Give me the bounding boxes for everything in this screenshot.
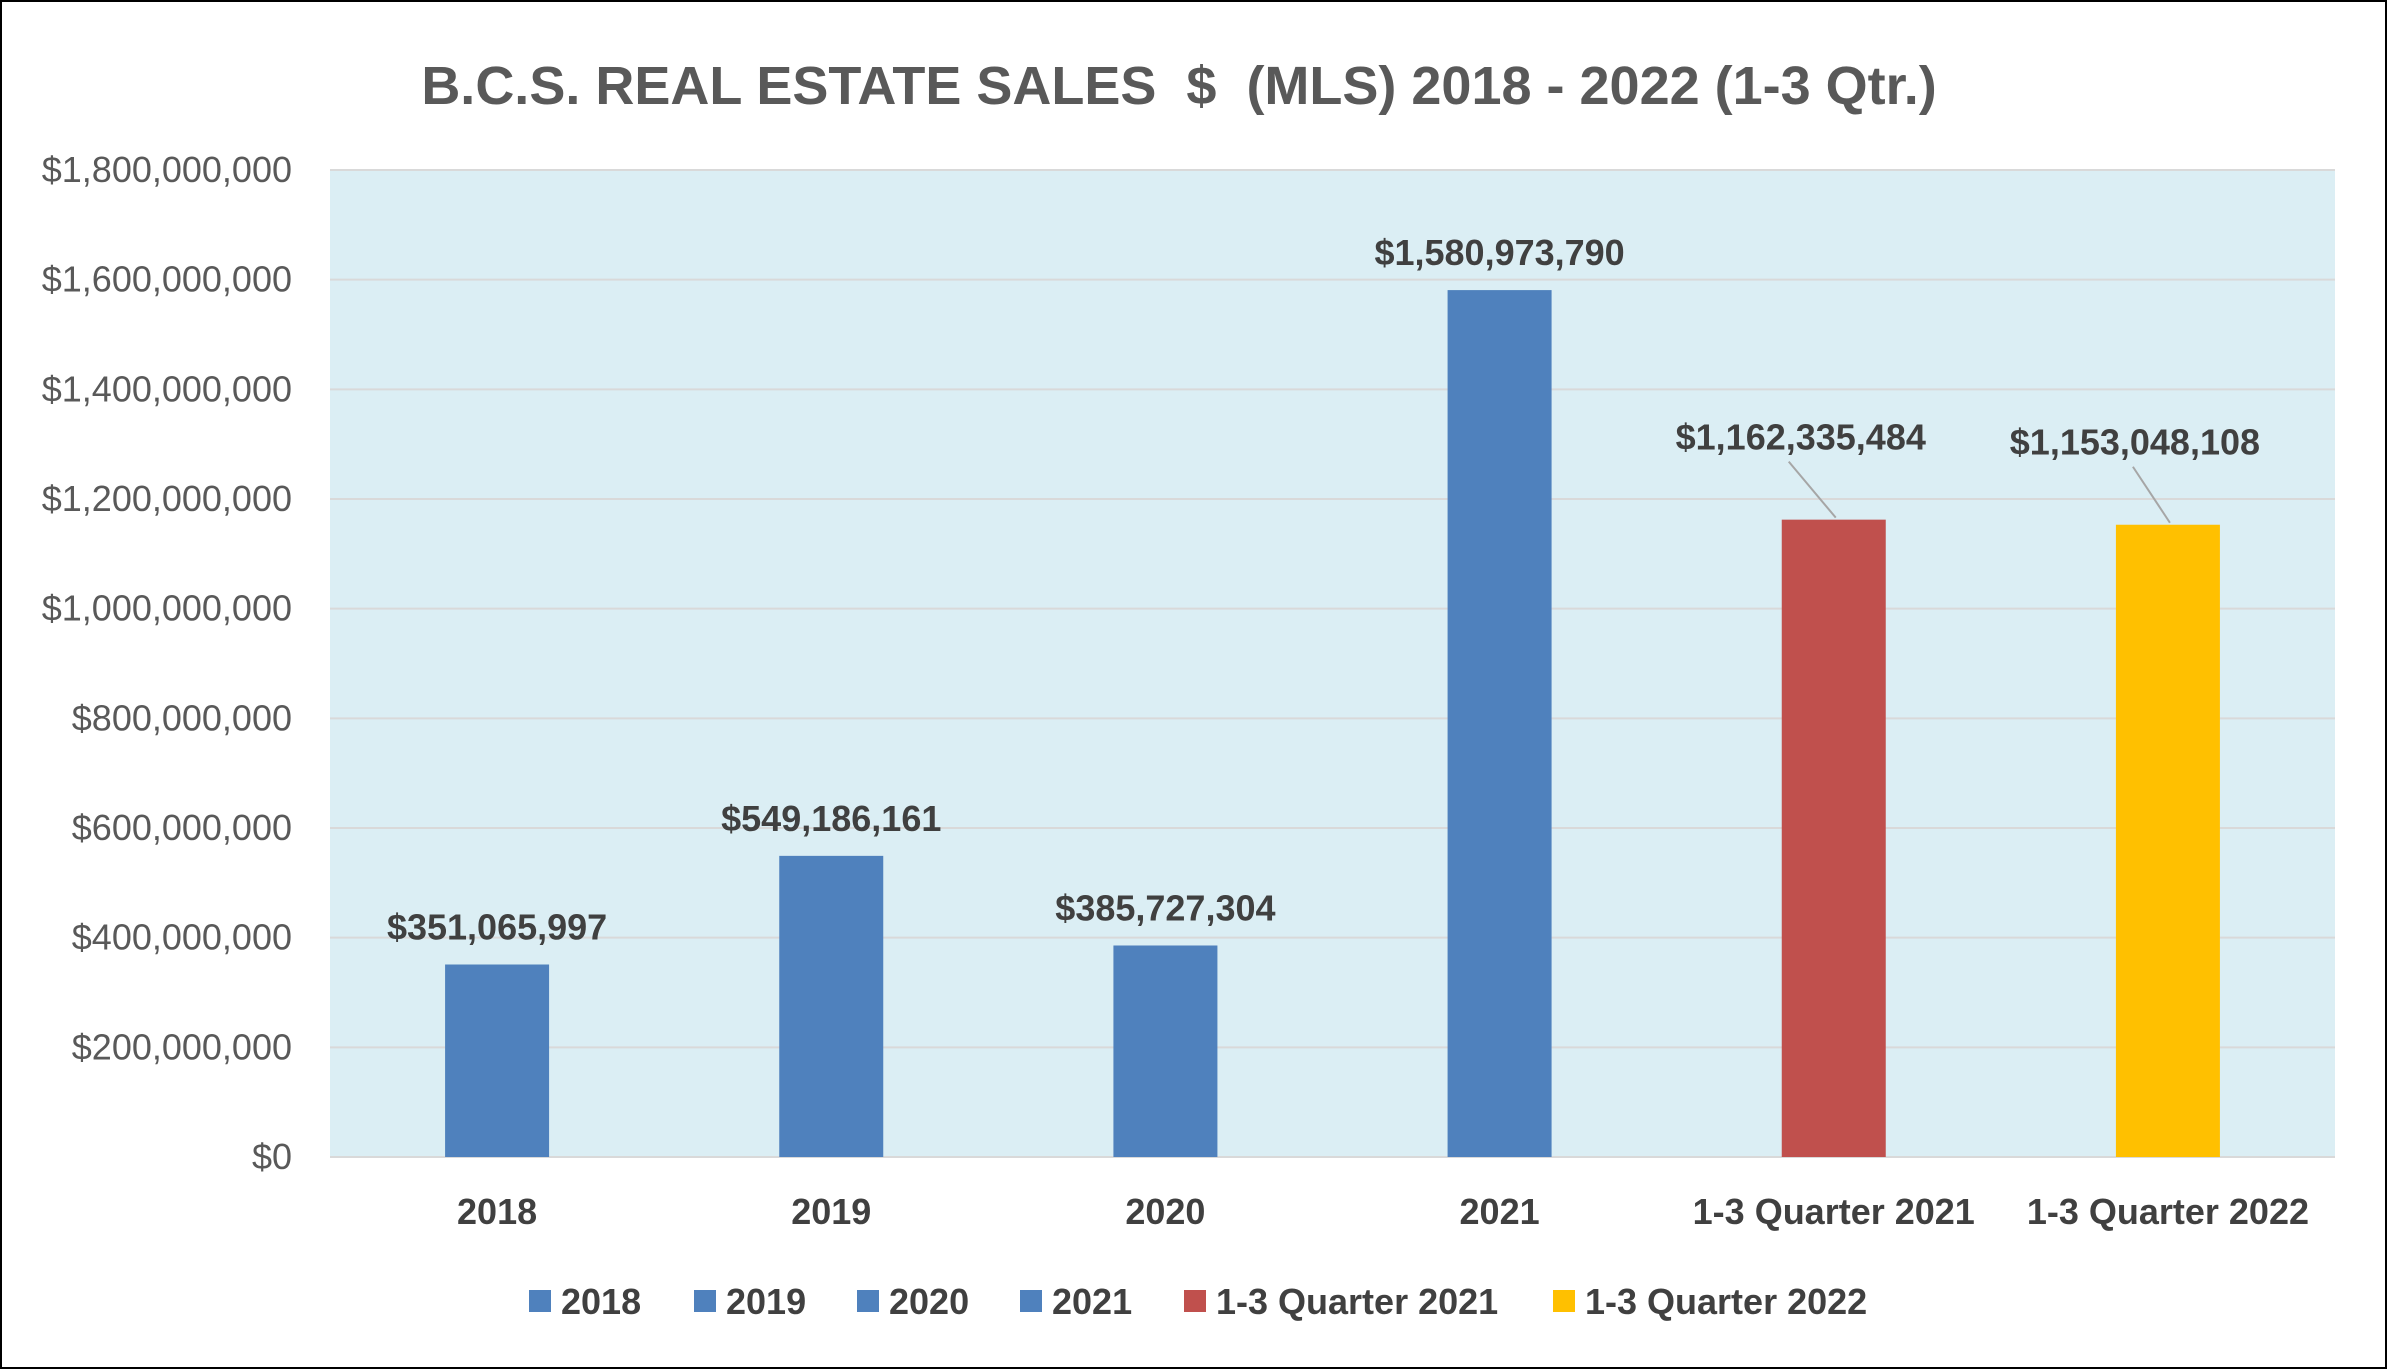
- data-label: $351,065,997: [387, 906, 607, 947]
- y-tick-label: $200,000,000: [72, 1026, 292, 1067]
- y-tick-label: $600,000,000: [72, 807, 292, 848]
- data-label: $385,727,304: [1055, 887, 1275, 928]
- y-axis-ticks: $0 $200,000,000 $400,000,000 $600,000,000 $8…: [42, 149, 292, 1177]
- bar: [1447, 290, 1552, 1157]
- legend: 2018 2019 2020 2021 1-3 Quarter 2021 1-3 Quar…: [529, 1281, 1867, 1322]
- legend-swatch: [857, 1290, 879, 1312]
- bar: [445, 964, 550, 1157]
- legend-label: 1-3 Quarter 2022: [1585, 1281, 1867, 1322]
- leader-line: [2132, 466, 2171, 524]
- bar: [2115, 524, 2220, 1157]
- x-tick-label: 2020: [1125, 1191, 1205, 1232]
- leader-line: [1787, 461, 1837, 519]
- data-label: $1,153,048,108: [2010, 422, 2260, 463]
- chart-title: B.C.S. REAL ESTATE SALES $ (MLS) 2018 - …: [421, 56, 1936, 116]
- legend-swatch: [1553, 1290, 1575, 1312]
- bars: [445, 290, 2220, 1157]
- x-tick-label: 2021: [1460, 1191, 1540, 1232]
- legend-label: 2020: [889, 1281, 969, 1322]
- bar: [1781, 519, 1886, 1157]
- data-label: $1,580,973,790: [1374, 232, 1624, 273]
- y-tick-label: $1,800,000,000: [42, 149, 292, 190]
- y-tick-label: $1,000,000,000: [42, 588, 292, 629]
- x-tick-label: 1-3 Quarter 2022: [2027, 1191, 2309, 1232]
- legend-swatch: [1184, 1290, 1206, 1312]
- y-tick-label: $800,000,000: [72, 697, 292, 738]
- legend-label: 2018: [561, 1281, 641, 1322]
- y-tick-label: $400,000,000: [72, 917, 292, 958]
- legend-swatch: [694, 1290, 716, 1312]
- data-labels: $351,065,997 $549,186,161 $385,727,304 $1,5…: [387, 232, 2260, 947]
- legend-label: 2021: [1052, 1281, 1132, 1322]
- gridlines: [330, 169, 2335, 1158]
- legend-swatch: [529, 1290, 551, 1312]
- legend-label: 2019: [726, 1281, 806, 1322]
- bar: [779, 855, 884, 1157]
- plot-area: [330, 170, 2335, 1157]
- x-axis-ticks: 2018 2019 2020 2021 1-3 Quarter 2021 1-3 Quar…: [457, 1191, 2309, 1232]
- y-tick-label: $0: [252, 1136, 292, 1177]
- x-tick-label: 2018: [457, 1191, 537, 1232]
- data-label: $1,162,335,484: [1676, 417, 1926, 458]
- legend-swatch: [1020, 1290, 1042, 1312]
- bar: [1113, 945, 1218, 1157]
- data-label: $549,186,161: [721, 798, 941, 839]
- leader-lines: [1787, 461, 2171, 524]
- legend-label: 1-3 Quarter 2021: [1216, 1281, 1498, 1322]
- x-tick-label: 2019: [791, 1191, 871, 1232]
- y-tick-label: $1,200,000,000: [42, 478, 292, 519]
- x-tick-label: 1-3 Quarter 2021: [1693, 1191, 1975, 1232]
- y-tick-label: $1,600,000,000: [42, 259, 292, 300]
- y-tick-label: $1,400,000,000: [42, 368, 292, 409]
